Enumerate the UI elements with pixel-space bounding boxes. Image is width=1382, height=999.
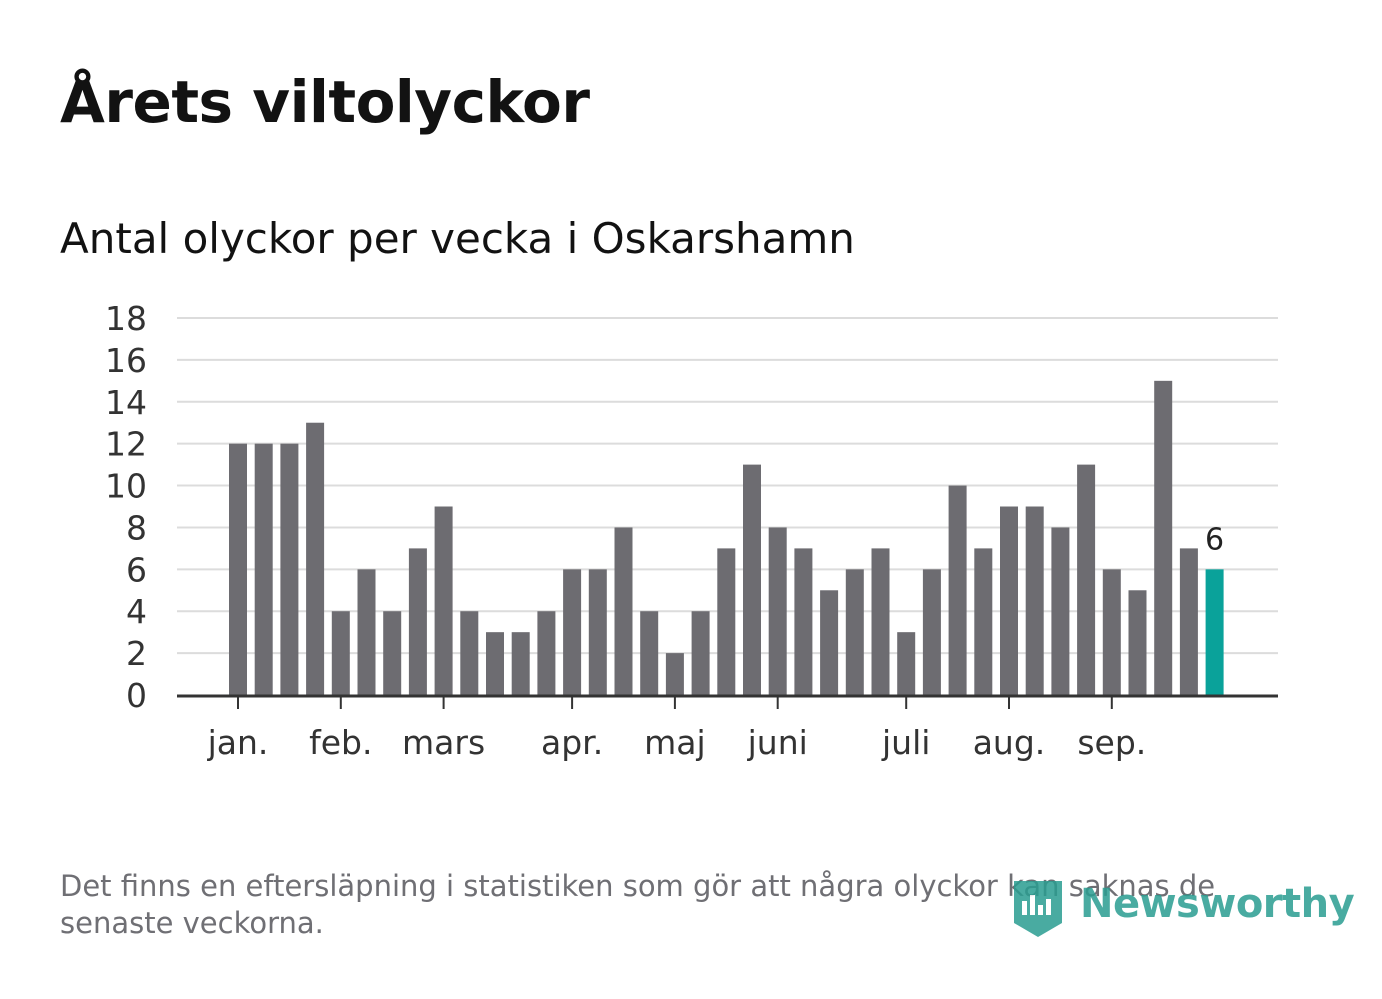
bar: [743, 464, 761, 695]
bar: [640, 611, 659, 695]
y-tick-label: 0: [126, 676, 147, 715]
x-tick-label: jan.: [207, 723, 269, 762]
bar: [588, 569, 607, 695]
bar: [331, 611, 350, 695]
bar: [1128, 590, 1147, 695]
y-tick-label: 6: [126, 550, 147, 589]
data-label-latest: 6: [1205, 522, 1224, 557]
x-tick-label: feb.: [309, 723, 372, 762]
bar: [408, 548, 427, 695]
y-tick-label: 16: [105, 341, 147, 380]
bar: [768, 527, 787, 695]
x-tick-label: aug.: [973, 723, 1046, 762]
y-tick-label: 18: [105, 299, 147, 338]
bar: [1154, 380, 1173, 695]
newsworthy-logo: Newsworthy: [1010, 873, 1355, 943]
bar: [563, 569, 582, 695]
bar: [1000, 506, 1018, 695]
y-tick-label: 12: [105, 425, 147, 464]
bar: [1025, 506, 1044, 695]
x-tick-label: mars: [402, 723, 485, 762]
bar: [717, 548, 736, 695]
y-tick-label: 8: [126, 508, 147, 547]
chart-title: Årets viltolyckor: [60, 68, 590, 136]
y-tick-label: 4: [126, 592, 147, 631]
bar: [1051, 527, 1070, 695]
bar: [1102, 569, 1121, 695]
bar: [1179, 548, 1198, 695]
bar: [922, 569, 941, 695]
bar: [486, 632, 504, 695]
bar: [614, 527, 633, 695]
y-tick-label: 14: [105, 383, 147, 422]
newsworthy-logo-text: Newsworthy: [1080, 881, 1355, 927]
bar: [691, 611, 710, 695]
bar: [820, 590, 839, 695]
bar: [306, 422, 325, 695]
chart-subtitle: Antal olyckor per vecka i Oskarshamn: [60, 214, 855, 263]
bar: [229, 443, 247, 695]
bar: [511, 632, 530, 695]
bar: [897, 632, 916, 695]
bar: [280, 443, 299, 695]
bar: [1077, 464, 1096, 695]
x-tick-label: maj: [644, 723, 706, 762]
bar: [974, 548, 993, 695]
y-tick-label: 2: [126, 634, 147, 673]
bar: [845, 569, 864, 695]
bar: [434, 506, 453, 695]
bar: [665, 653, 684, 695]
newsworthy-logo-icon: [1014, 881, 1062, 937]
x-tick-label: juli: [881, 723, 930, 762]
bar: [383, 611, 402, 695]
bar-highlight: [1205, 569, 1224, 695]
x-tick-label: juni: [747, 723, 808, 762]
bar: [357, 569, 376, 695]
y-tick-label: 10: [105, 467, 147, 506]
bar: [537, 611, 556, 695]
bar: [460, 611, 479, 695]
bar: [871, 548, 890, 695]
bar: [254, 443, 273, 695]
bar: [794, 548, 813, 695]
bar: [948, 485, 967, 695]
x-tick-label: apr.: [541, 723, 603, 762]
x-tick-label: sep.: [1077, 723, 1146, 762]
